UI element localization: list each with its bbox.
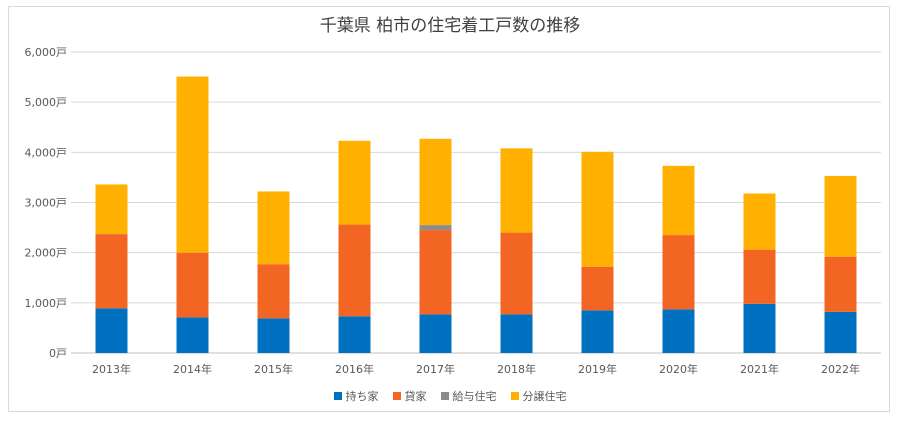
y-tick-label: 4,000戸 — [25, 146, 68, 159]
y-tick-label: 2,000戸 — [25, 247, 68, 260]
legend-label: 持ち家 — [345, 390, 379, 403]
bar-segment — [581, 310, 614, 353]
bar-segment — [500, 148, 533, 233]
bar-segment — [338, 224, 371, 317]
bar-segment — [176, 317, 209, 353]
legend-item: 貸家 — [392, 388, 427, 404]
bar-segment — [257, 191, 290, 265]
bar-segment — [419, 314, 452, 353]
bar-segment — [419, 138, 452, 226]
legend-item: 給与住宅 — [440, 388, 497, 404]
bar-segment — [95, 234, 128, 309]
bar-segment — [824, 175, 857, 257]
bar-segment — [338, 316, 371, 353]
x-tick-label: 2015年 — [254, 362, 293, 376]
y-tick-label: 5,000戸 — [25, 96, 68, 109]
legend-item: 分譲住宅 — [510, 388, 567, 404]
x-tick-label: 2020年 — [659, 362, 698, 376]
legend-label: 分譲住宅 — [522, 390, 567, 403]
bar-segment — [176, 252, 209, 318]
bar-segment — [176, 76, 209, 253]
bar-segment — [338, 140, 371, 225]
bar-segment — [662, 165, 695, 236]
x-tick-label: 2021年 — [740, 362, 779, 376]
x-tick-label: 2018年 — [497, 362, 536, 376]
chart-title: 千葉県 柏市の住宅着工戸数の推移 — [319, 16, 581, 36]
bar-segment — [743, 249, 776, 304]
bar-segment — [500, 314, 533, 353]
chart-legend: 持ち家 貸家 給与住宅 分譲住宅 — [9, 388, 891, 404]
bar-segment — [419, 225, 452, 231]
x-tick-label: 2017年 — [416, 362, 455, 376]
bar-segment — [662, 235, 695, 310]
bar-segment — [95, 184, 128, 235]
y-tick-label: 6,000戸 — [25, 46, 68, 59]
legend-item: 持ち家 — [333, 388, 379, 404]
chart-svg: 0戸 1,000戸 2,000戸 3,000戸 4,000戸 5,000戸 6,000戸 20… — [25, 46, 881, 376]
legend-swatch — [440, 392, 449, 400]
bar-segment — [581, 151, 614, 267]
bar-segment — [743, 193, 776, 250]
bar-segment — [419, 230, 452, 315]
legend-swatch — [392, 392, 401, 400]
bar-segment — [500, 232, 533, 315]
bar-segment — [824, 311, 857, 353]
bar-segment — [662, 309, 695, 353]
bar-segment — [743, 303, 776, 353]
y-tick-label: 3,000戸 — [25, 197, 68, 210]
legend-label: 給与住宅 — [452, 390, 497, 403]
legend-swatch — [510, 392, 519, 400]
legend-label: 貸家 — [404, 390, 427, 403]
bar-segment — [581, 266, 614, 311]
bar-segment — [95, 308, 128, 353]
chart-frame: 千葉県 柏市の住宅着工戸数の推移 0戸 1,000戸 2,000戸 3,000戸 4,0… — [8, 6, 890, 412]
y-tick-label: 1,000戸 — [25, 297, 68, 310]
bar-segment — [824, 256, 857, 312]
x-tick-label: 2022年 — [821, 362, 860, 376]
x-tick-label: 2014年 — [173, 362, 212, 376]
legend-swatch — [333, 392, 342, 400]
x-tick-label: 2016年 — [335, 362, 374, 376]
x-tick-label: 2013年 — [92, 362, 131, 376]
y-tick-label: 0戸 — [49, 347, 67, 360]
x-tick-label: 2019年 — [578, 362, 617, 376]
bar-segment — [257, 318, 290, 353]
bar-segment — [257, 264, 290, 319]
